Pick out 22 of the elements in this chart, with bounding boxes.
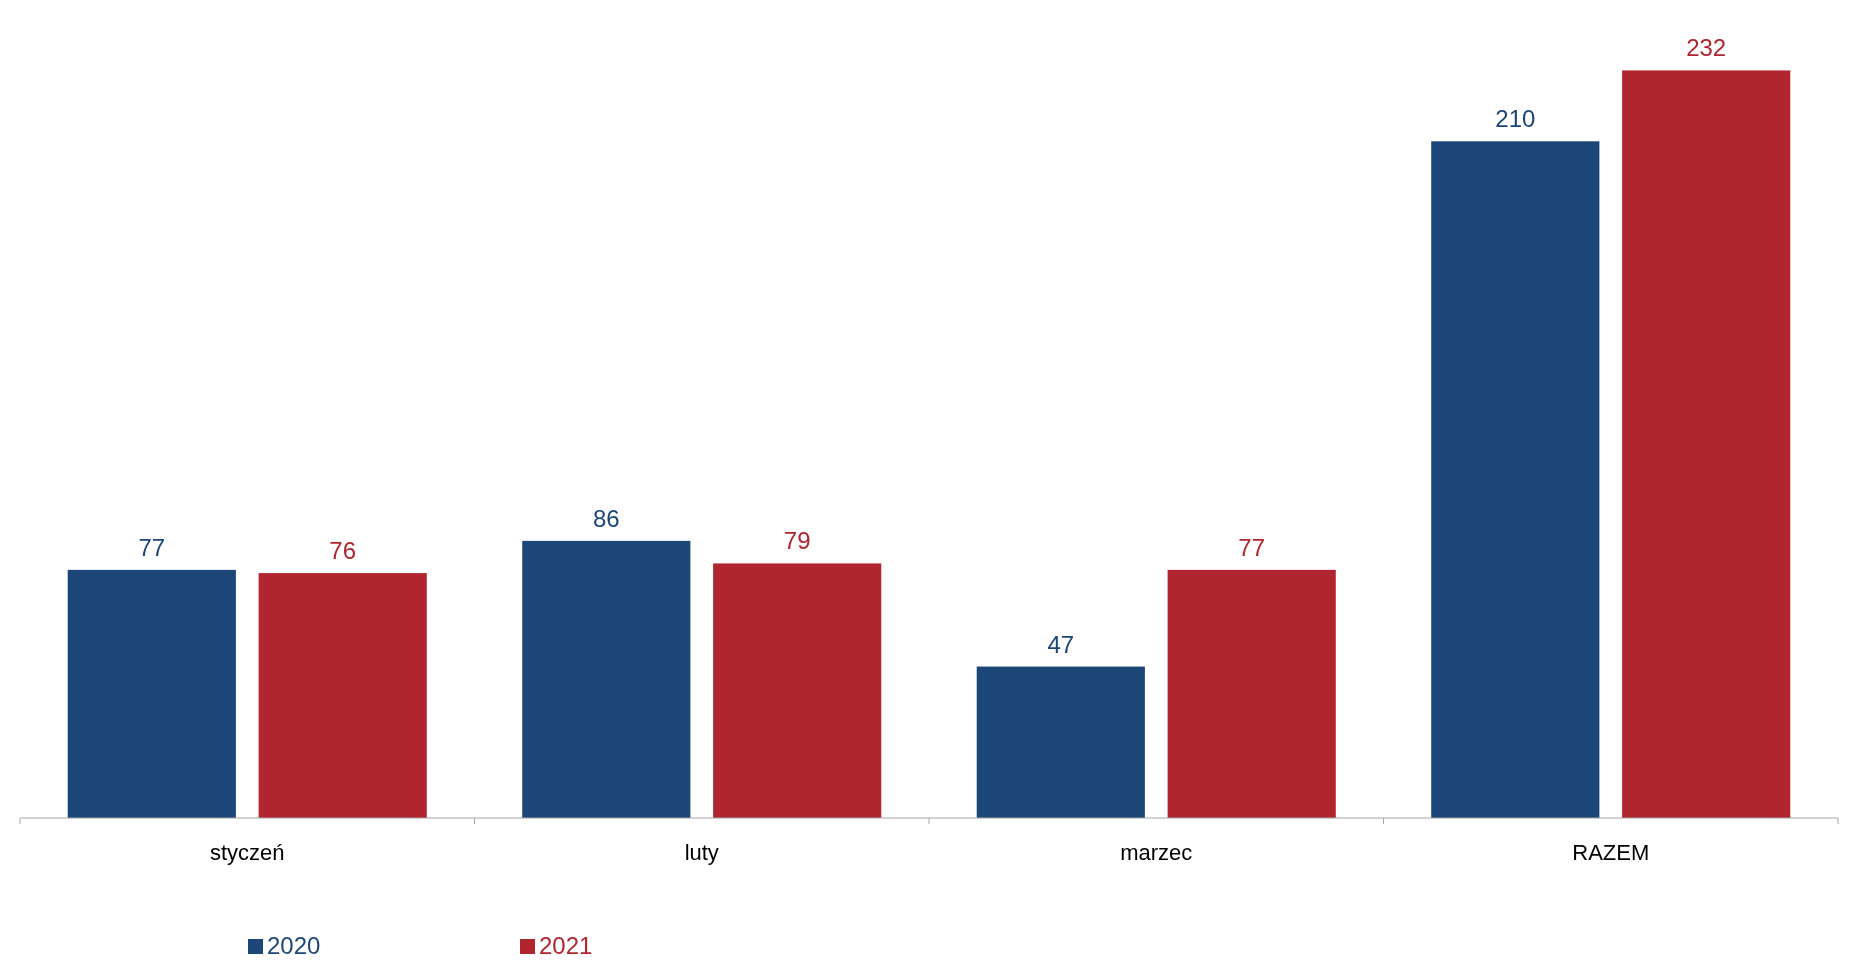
bar bbox=[1622, 70, 1791, 818]
bar bbox=[713, 563, 882, 818]
legend-label: 2021 bbox=[539, 932, 593, 959]
bar bbox=[522, 540, 691, 818]
bar bbox=[976, 666, 1145, 818]
legend-label: 2020 bbox=[267, 932, 321, 959]
bar bbox=[67, 569, 236, 818]
data-label: 76 bbox=[329, 537, 357, 565]
bar bbox=[1431, 141, 1600, 818]
data-label: 47 bbox=[1047, 630, 1075, 658]
x-tick-label: luty bbox=[684, 840, 719, 865]
x-tick-label: styczeń bbox=[209, 840, 285, 865]
data-label: 77 bbox=[138, 533, 166, 561]
bar bbox=[1167, 569, 1336, 818]
data-label: 232 bbox=[1686, 34, 1727, 62]
x-tick-label: RAZEM bbox=[1572, 840, 1650, 865]
bar bbox=[258, 573, 427, 818]
data-label: 79 bbox=[783, 527, 811, 555]
data-label: 77 bbox=[1238, 533, 1266, 561]
x-tick-label: marzec bbox=[1120, 840, 1193, 865]
data-label: 210 bbox=[1495, 105, 1536, 133]
data-label: 86 bbox=[592, 504, 620, 532]
